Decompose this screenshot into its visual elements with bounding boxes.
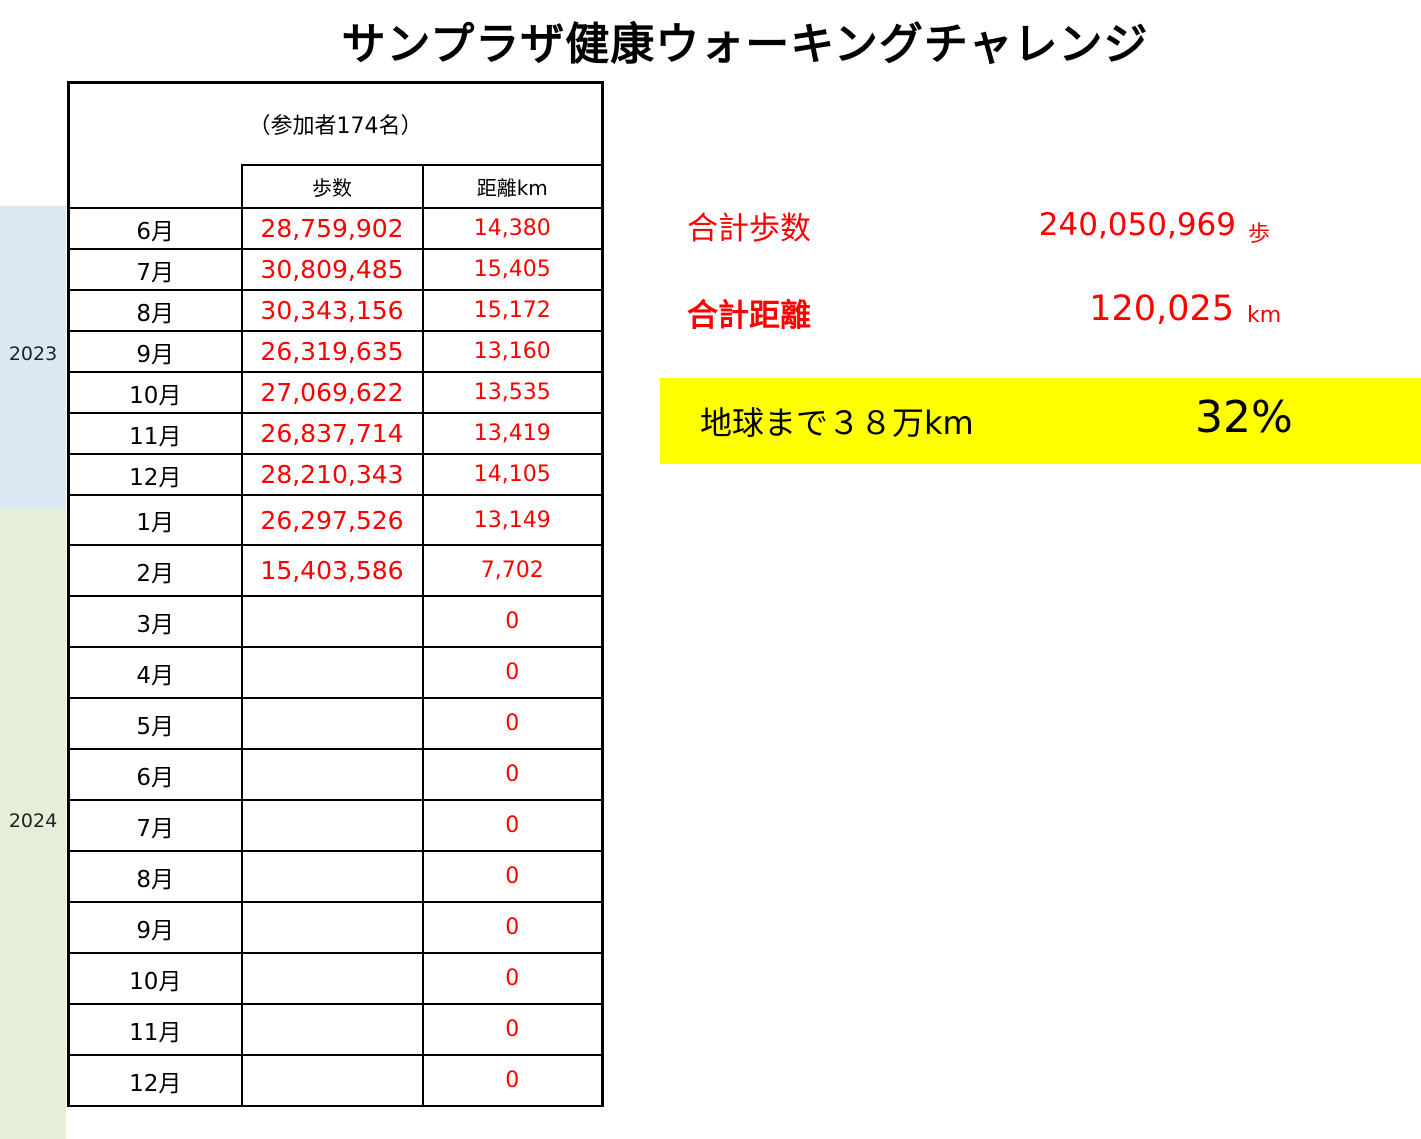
steps-cell xyxy=(240,952,424,1005)
earth-distance-banner: 地球まで３８万km 32% xyxy=(660,378,1421,464)
year-band-2024 xyxy=(0,508,66,1139)
distance-cell: 13,535 xyxy=(421,371,604,414)
table-row: 6月 0 xyxy=(67,748,604,801)
header-distance: 距離km xyxy=(421,164,604,209)
steps-cell xyxy=(240,799,424,852)
distance-cell: 0 xyxy=(421,748,604,801)
month-cell: 12月 xyxy=(67,453,243,496)
distance-cell: 13,419 xyxy=(421,412,604,455)
table-row: 10月 0 xyxy=(67,952,604,1005)
steps-cell: 26,837,714 xyxy=(240,412,424,455)
distance-cell: 0 xyxy=(421,799,604,852)
steps-cell xyxy=(240,595,424,648)
steps-cell xyxy=(240,850,424,903)
total-distance-unit: km xyxy=(1247,303,1282,328)
month-cell: 2月 xyxy=(67,544,243,597)
distance-cell: 0 xyxy=(421,952,604,1005)
distance-cell: 13,149 xyxy=(421,494,604,546)
steps-cell: 27,069,622 xyxy=(240,371,424,414)
distance-cell: 15,172 xyxy=(421,289,604,332)
table-row: 5月 0 xyxy=(67,697,604,750)
table-row: 7月 30,809,485 15,405 xyxy=(67,248,604,291)
steps-cell xyxy=(240,1003,424,1056)
month-cell: 11月 xyxy=(67,412,243,455)
table-row: 12月 0 xyxy=(67,1054,604,1107)
table-row: 3月 0 xyxy=(67,595,604,648)
year-label-2024: 2024 xyxy=(8,810,58,832)
table-row: 6月 28,759,902 14,380 xyxy=(67,207,604,250)
distance-cell: 0 xyxy=(421,1054,604,1107)
steps-cell: 30,809,485 xyxy=(240,248,424,291)
header-steps: 歩数 xyxy=(240,164,424,209)
distance-cell: 0 xyxy=(421,595,604,648)
month-cell: 6月 xyxy=(67,207,243,250)
table-row: 8月 0 xyxy=(67,850,604,903)
month-cell: 10月 xyxy=(67,952,243,1005)
table-row: 7月 0 xyxy=(67,799,604,852)
month-cell: 6月 xyxy=(67,748,243,801)
total-distance-value: 120,025 xyxy=(1089,289,1234,329)
steps-cell xyxy=(240,697,424,750)
distance-cell: 14,380 xyxy=(421,207,604,250)
table-row: 9月 26,319,635 13,160 xyxy=(67,330,604,373)
month-cell: 8月 xyxy=(67,289,243,332)
distance-cell: 15,405 xyxy=(421,248,604,291)
month-cell: 3月 xyxy=(67,595,243,648)
distance-cell: 0 xyxy=(421,697,604,750)
table-row: 12月 28,210,343 14,105 xyxy=(67,453,604,496)
month-cell: 11月 xyxy=(67,1003,243,1056)
table-row: 11月 26,837,714 13,419 xyxy=(67,412,604,455)
steps-cell xyxy=(240,748,424,801)
earth-progress-percent: 32% xyxy=(1195,392,1293,443)
month-cell: 7月 xyxy=(67,248,243,291)
steps-cell: 28,210,343 xyxy=(240,453,424,496)
table-row: 11月 0 xyxy=(67,1003,604,1056)
month-cell: 5月 xyxy=(67,697,243,750)
distance-cell: 13,160 xyxy=(421,330,604,373)
table-row: 4月 0 xyxy=(67,646,604,699)
month-cell: 9月 xyxy=(67,901,243,954)
year-band-2023 xyxy=(0,206,66,508)
month-cell: 12月 xyxy=(67,1054,243,1107)
monthly-table: （参加者174名） 歩数 距離km 6月 28,759,902 14,380 7… xyxy=(67,81,604,1107)
page-title: サンプラザ健康ウォーキングチャレンジ xyxy=(341,19,1149,70)
steps-cell: 26,319,635 xyxy=(240,330,424,373)
month-cell: 7月 xyxy=(67,799,243,852)
table-row: 8月 30,343,156 15,172 xyxy=(67,289,604,332)
distance-cell: 0 xyxy=(421,1003,604,1056)
steps-cell xyxy=(240,901,424,954)
table-row: 2月 15,403,586 7,702 xyxy=(67,544,604,597)
header-blank xyxy=(67,165,243,209)
total-steps-value: 240,050,969 xyxy=(1038,207,1236,243)
participants-count: （参加者174名） xyxy=(67,81,604,165)
distance-cell: 0 xyxy=(421,901,604,954)
steps-cell: 26,297,526 xyxy=(240,494,424,546)
table-row: 10月 27,069,622 13,535 xyxy=(67,371,604,414)
steps-cell: 28,759,902 xyxy=(240,207,424,250)
month-cell: 10月 xyxy=(67,371,243,414)
distance-cell: 0 xyxy=(421,850,604,903)
month-cell: 4月 xyxy=(67,646,243,699)
month-cell: 9月 xyxy=(67,330,243,373)
table-row: 9月 0 xyxy=(67,901,604,954)
steps-cell xyxy=(240,1054,424,1107)
steps-cell: 30,343,156 xyxy=(240,289,424,332)
distance-cell: 14,105 xyxy=(421,453,604,496)
year-label-2023: 2023 xyxy=(8,343,58,365)
month-cell: 8月 xyxy=(67,850,243,903)
total-distance-label: 合計距離 xyxy=(687,298,811,334)
steps-cell xyxy=(240,646,424,699)
steps-cell: 15,403,586 xyxy=(240,544,424,597)
distance-cell: 0 xyxy=(421,646,604,699)
total-steps-unit: 歩 xyxy=(1248,222,1271,247)
table-row: 1月 26,297,526 13,149 xyxy=(67,494,604,546)
month-cell: 1月 xyxy=(67,494,243,546)
earth-distance-label: 地球まで３８万km xyxy=(700,404,974,442)
distance-cell: 7,702 xyxy=(421,544,604,597)
total-steps-label: 合計歩数 xyxy=(687,211,811,247)
